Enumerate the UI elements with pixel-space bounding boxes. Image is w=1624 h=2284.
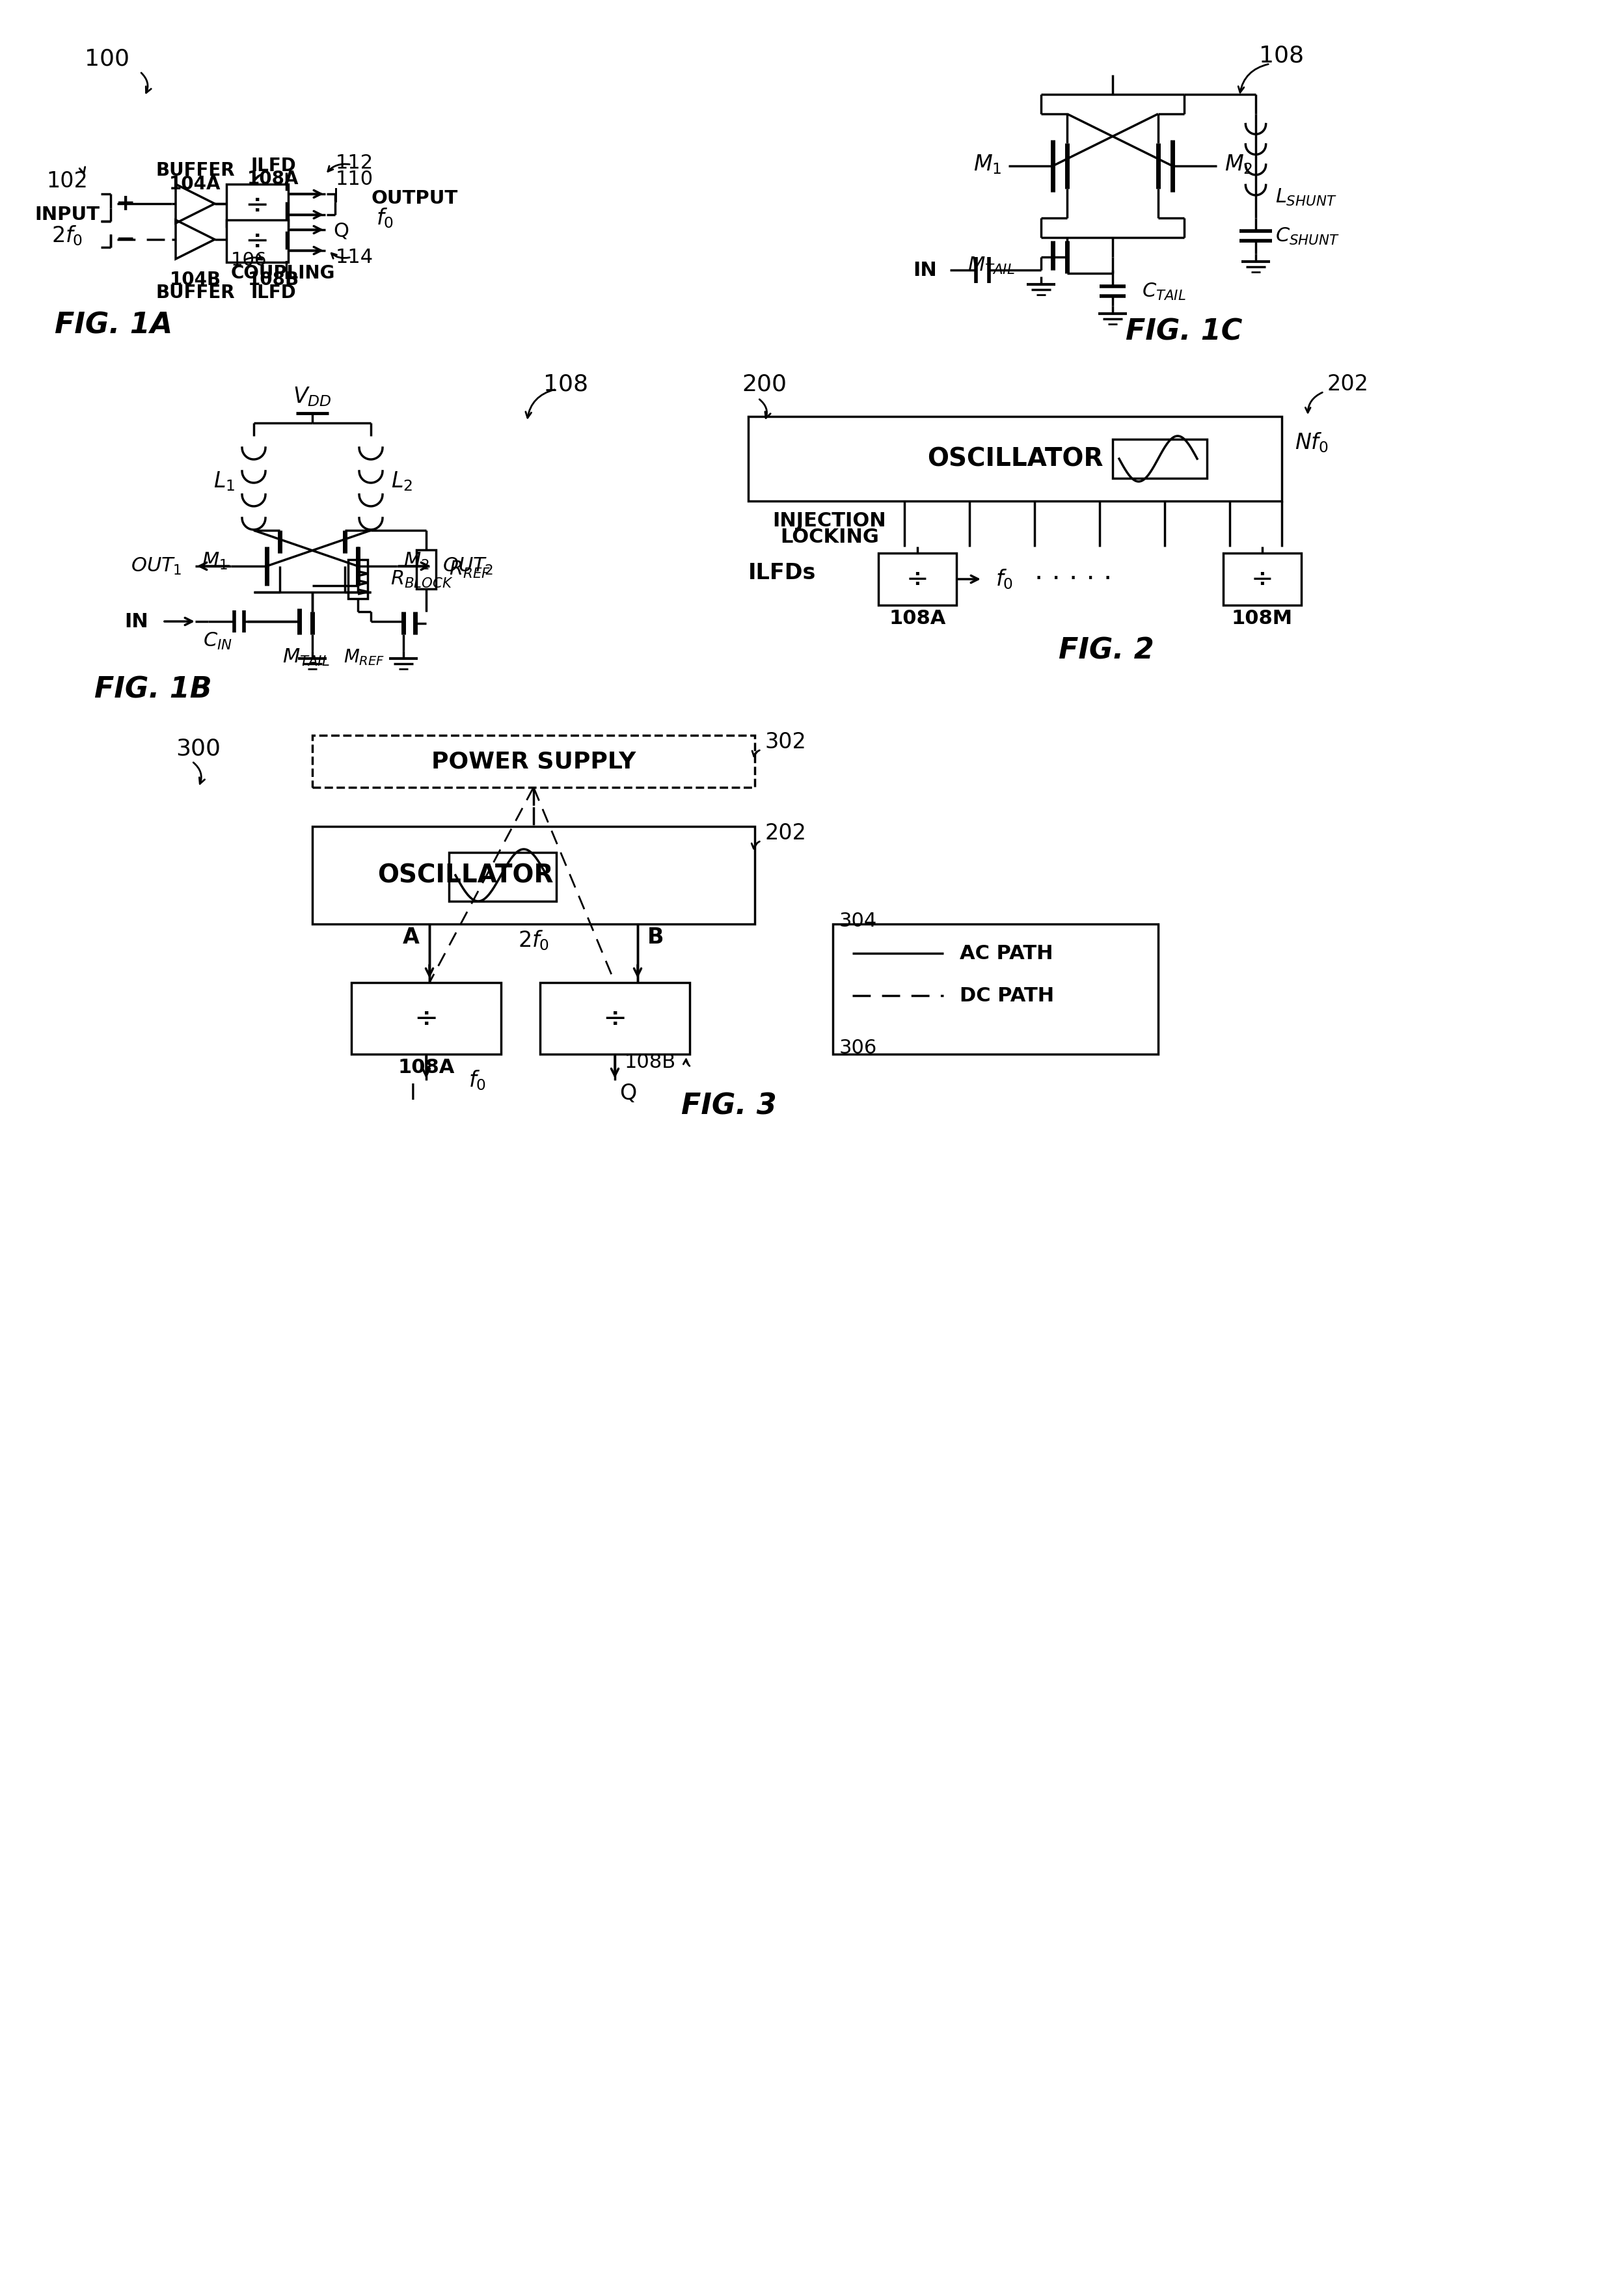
Bar xyxy=(351,982,500,1055)
Text: FIG. 1A: FIG. 1A xyxy=(55,311,172,340)
Text: $Nf_0$: $Nf_0$ xyxy=(1294,432,1328,455)
Text: A: A xyxy=(403,927,419,948)
Text: 106: 106 xyxy=(231,251,266,270)
Text: FIG. 2: FIG. 2 xyxy=(1059,637,1153,665)
Text: 104A: 104A xyxy=(169,176,221,194)
Text: 108: 108 xyxy=(544,372,588,395)
Text: POWER SUPPLY: POWER SUPPLY xyxy=(432,749,635,772)
Text: 300: 300 xyxy=(175,738,221,758)
Text: $V_{DD}$: $V_{DD}$ xyxy=(292,386,331,409)
Text: BUFFER: BUFFER xyxy=(156,162,235,180)
Bar xyxy=(348,560,367,598)
Text: LOCKING: LOCKING xyxy=(780,528,879,546)
Text: Q: Q xyxy=(619,1083,637,1103)
Bar xyxy=(416,550,435,589)
Text: $C_{IN}$: $C_{IN}$ xyxy=(203,630,232,651)
Bar xyxy=(312,827,755,925)
Text: $R_{REF}$: $R_{REF}$ xyxy=(448,560,490,580)
Text: · · · · ·: · · · · · xyxy=(1034,566,1112,594)
Text: AC PATH: AC PATH xyxy=(960,943,1052,964)
Text: 108A: 108A xyxy=(247,169,299,187)
Bar xyxy=(1223,553,1301,605)
Text: $M_1$: $M_1$ xyxy=(201,550,227,571)
Text: ÷: ÷ xyxy=(414,1005,438,1032)
Text: 108A: 108A xyxy=(888,610,945,628)
Text: 302: 302 xyxy=(765,731,806,751)
Text: B: B xyxy=(648,927,664,948)
Text: INJECTION: INJECTION xyxy=(773,512,887,530)
Text: OSCILLATOR: OSCILLATOR xyxy=(927,445,1103,471)
Text: ILFD: ILFD xyxy=(250,158,296,176)
Text: OSCILLATOR: OSCILLATOR xyxy=(377,863,554,888)
Bar xyxy=(226,185,287,226)
Text: $f_0$: $f_0$ xyxy=(996,566,1013,592)
Text: INPUT: INPUT xyxy=(34,206,99,224)
Text: 112: 112 xyxy=(336,153,374,171)
Text: ILFD: ILFD xyxy=(250,283,296,301)
Text: +: + xyxy=(115,192,135,215)
Text: ÷: ÷ xyxy=(906,566,929,594)
Text: 110: 110 xyxy=(336,169,374,187)
Text: COUPLING: COUPLING xyxy=(231,265,335,283)
Bar xyxy=(448,852,557,902)
Text: 202: 202 xyxy=(1327,372,1369,395)
Text: 104B: 104B xyxy=(169,272,221,288)
Text: 200: 200 xyxy=(742,372,786,395)
Text: $M_2$: $M_2$ xyxy=(1224,153,1252,176)
Bar xyxy=(226,219,287,263)
Text: $C_{TAIL}$: $C_{TAIL}$ xyxy=(1142,281,1186,301)
Text: $L_{SHUNT}$: $L_{SHUNT}$ xyxy=(1275,187,1337,208)
Text: 108B: 108B xyxy=(625,1053,676,1071)
Text: FIG. 1B: FIG. 1B xyxy=(94,676,211,703)
Bar xyxy=(879,553,957,605)
Text: −: − xyxy=(115,228,135,251)
Text: 306: 306 xyxy=(840,1039,877,1057)
Bar xyxy=(833,925,1158,1055)
Text: $M_{TAIL}$: $M_{TAIL}$ xyxy=(283,646,330,667)
Text: 108B: 108B xyxy=(247,272,299,288)
Text: Q: Q xyxy=(333,222,349,240)
Text: $L_1$: $L_1$ xyxy=(214,471,235,493)
Bar xyxy=(312,735,755,788)
Text: ÷: ÷ xyxy=(603,1005,627,1032)
Text: FIG. 1C: FIG. 1C xyxy=(1125,317,1242,345)
Text: 100: 100 xyxy=(84,48,130,69)
Text: $2f_0$: $2f_0$ xyxy=(52,224,83,247)
Text: 102: 102 xyxy=(45,171,88,192)
Bar xyxy=(749,416,1281,500)
Text: $C_{SHUNT}$: $C_{SHUNT}$ xyxy=(1275,226,1340,247)
Text: FIG. 3: FIG. 3 xyxy=(680,1092,776,1119)
Text: ÷: ÷ xyxy=(245,192,270,219)
Text: BUFFER: BUFFER xyxy=(156,283,235,301)
Text: $M_1$: $M_1$ xyxy=(974,153,1002,176)
Text: $f_0$: $f_0$ xyxy=(377,206,393,231)
Text: $R_{BLOCK}$: $R_{BLOCK}$ xyxy=(390,569,453,589)
Text: 304: 304 xyxy=(840,911,877,930)
Text: $M_{REF}$: $M_{REF}$ xyxy=(344,649,385,667)
Text: IN: IN xyxy=(125,612,148,630)
Text: IN: IN xyxy=(913,260,937,279)
Text: ÷: ÷ xyxy=(245,226,270,256)
Text: 108A: 108A xyxy=(398,1057,455,1076)
Text: 108M: 108M xyxy=(1231,610,1293,628)
Text: $OUT_1$: $OUT_1$ xyxy=(132,555,182,576)
Text: 114: 114 xyxy=(336,247,374,267)
Bar xyxy=(1112,439,1207,477)
Text: $OUT_2$: $OUT_2$ xyxy=(442,555,494,576)
Text: OUTPUT: OUTPUT xyxy=(370,190,458,208)
Bar xyxy=(541,982,690,1055)
Text: $M_{TAIL}$: $M_{TAIL}$ xyxy=(968,256,1015,276)
Text: $L_2$: $L_2$ xyxy=(391,471,412,493)
Text: $f_0$: $f_0$ xyxy=(468,1069,486,1092)
Text: I: I xyxy=(333,187,339,206)
Text: ILFDs: ILFDs xyxy=(749,562,817,582)
Text: $2f_0$: $2f_0$ xyxy=(518,930,549,952)
Text: 108: 108 xyxy=(1259,43,1304,66)
Text: $M_2$: $M_2$ xyxy=(403,550,429,571)
Text: ÷: ÷ xyxy=(1250,566,1273,594)
Text: I: I xyxy=(409,1083,416,1103)
Text: 202: 202 xyxy=(765,822,806,843)
Text: DC PATH: DC PATH xyxy=(960,987,1054,1005)
